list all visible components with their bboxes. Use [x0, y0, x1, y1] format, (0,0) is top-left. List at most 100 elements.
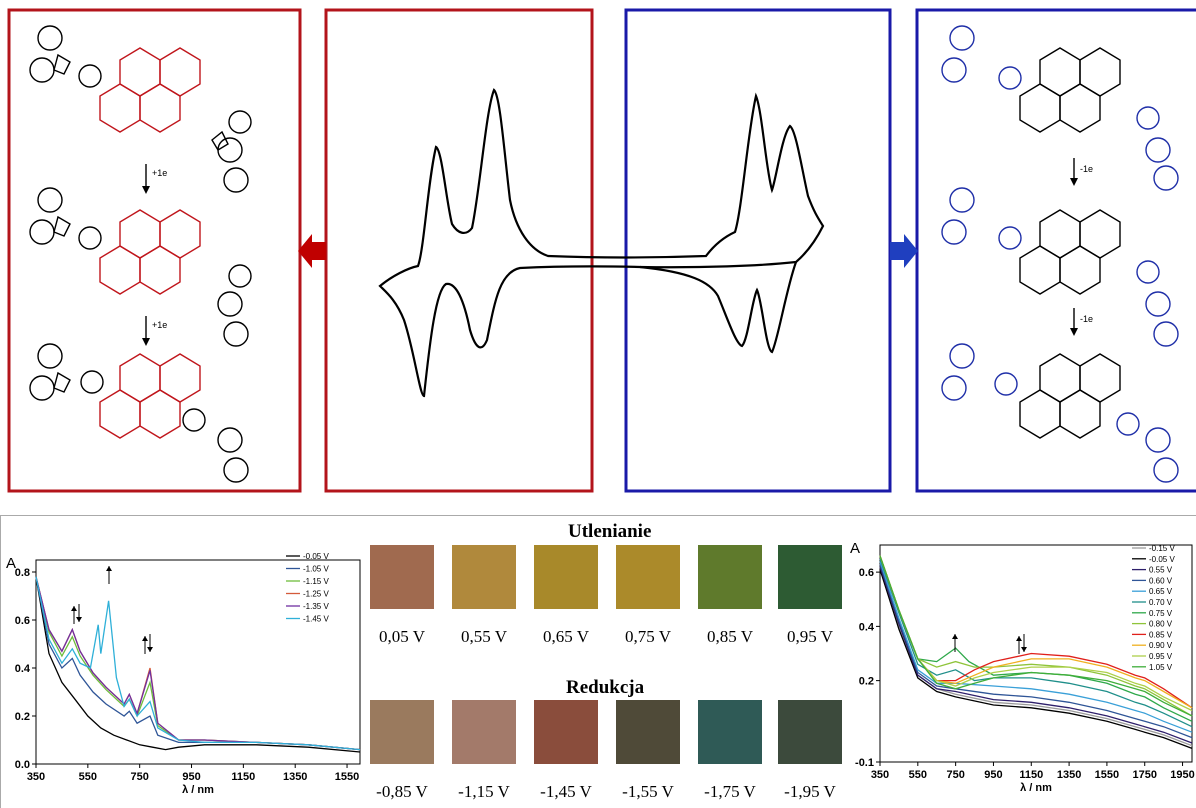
up-arrow-icon — [106, 566, 112, 571]
y-tick-label: 0.6 — [15, 615, 30, 627]
series-line — [879, 569, 1193, 750]
reduction-swatch-label: -1,15 V — [458, 782, 510, 801]
top-figure: +1e +1e — [7, 8, 1196, 493]
x-tick-label: 1350 — [283, 771, 307, 783]
legend-label: 0.90 V — [1149, 641, 1173, 650]
up-arrow-icon — [1016, 636, 1022, 641]
reduction-swatch — [534, 700, 598, 764]
right-arrow-icon — [890, 234, 918, 268]
cyclic-voltammogram — [378, 88, 825, 398]
series-line — [879, 563, 1193, 739]
bottom-panel — [0, 515, 1196, 808]
reduction-swatch — [452, 700, 516, 764]
reduction-swatch — [616, 700, 680, 764]
x-tick-label: 950 — [182, 771, 200, 783]
left-step2-label: +1e — [152, 320, 167, 330]
oxidation-swatch-label: 0,65 V — [543, 627, 589, 646]
x-tick-label: 1950 — [1170, 769, 1194, 781]
x-tick-label: 1150 — [231, 771, 255, 783]
legend-label: 0.60 V — [1149, 576, 1173, 585]
reduction-swatch-label: -0,85 V — [376, 782, 428, 801]
series-line — [879, 555, 1193, 717]
oxidation-swatch — [616, 545, 680, 609]
reduction-cv-frame — [324, 8, 594, 493]
series-line — [879, 561, 1193, 733]
x-tick-label: 550 — [909, 769, 927, 781]
series-line — [35, 576, 361, 751]
legend-label: -1.45 V — [303, 615, 329, 624]
oxidation-swatch — [698, 545, 762, 609]
x-tick-label: 1750 — [1132, 769, 1156, 781]
legend-label: -1.25 V — [303, 590, 329, 599]
y-tick-label: -0.1 — [855, 757, 874, 769]
oxidation-swatch — [778, 545, 842, 609]
y-tick-label: 0.2 — [859, 676, 874, 688]
reduction-swatch — [698, 700, 762, 764]
reduction-swatch-label: -1,55 V — [622, 782, 674, 801]
series-line — [879, 566, 1193, 744]
legend-label: 0.95 V — [1149, 652, 1173, 661]
legend-label: -0.05 V — [1149, 555, 1175, 564]
legend-label: 1.05 V — [1149, 663, 1173, 672]
right-step2-label: -1e — [1080, 314, 1093, 324]
oxidation-title: Utlenianie — [568, 521, 652, 542]
legend-label: 0.75 V — [1149, 609, 1173, 618]
up-arrow-icon — [71, 606, 77, 611]
oxidation-swatch-label: 0,05 V — [379, 627, 425, 646]
plot-area — [879, 544, 1193, 763]
oxidation-swatch — [534, 545, 598, 609]
left-step1-label: +1e — [152, 168, 167, 178]
oxidation-absorbance-chart: 350 550 750 950 1150 1350 1550 1750 1950 -0.1 0.2 0… — [850, 540, 1195, 794]
right-structures — [941, 25, 1179, 483]
y-tick-label: 0.8 — [15, 567, 30, 579]
legend-label: 0.70 V — [1149, 598, 1173, 607]
oxidation-swatch-label: 0,75 V — [625, 627, 671, 646]
oxidation-swatch — [370, 545, 434, 609]
legend-label: -1.35 V — [303, 602, 329, 611]
right-step1-label: -1e — [1080, 164, 1093, 174]
x-axis-label: λ / nm — [1020, 782, 1052, 794]
reduction-swatch-label: -1,75 V — [704, 782, 756, 801]
x-tick-label: 550 — [79, 771, 97, 783]
x-axis-label: λ / nm — [182, 784, 214, 796]
oxidation-swatch-label: 0,85 V — [707, 627, 753, 646]
legend-label: -1.15 V — [303, 577, 329, 586]
left-structures — [29, 25, 252, 483]
up-arrow-icon — [142, 636, 148, 641]
y-tick-label: 0.4 — [15, 663, 31, 675]
oxidation-cv-frame — [624, 8, 892, 493]
reduction-title: Redukcja — [566, 677, 645, 698]
y-tick-label: 0.0 — [15, 759, 30, 771]
y-axis-label: A — [6, 555, 16, 572]
series-line — [879, 555, 1193, 712]
reduction-swatch — [778, 700, 842, 764]
x-tick-label: 1150 — [1019, 769, 1043, 781]
x-tick-label: 350 — [27, 771, 45, 783]
oxidation-swatch-label: 0,95 V — [787, 627, 833, 646]
legend-label: 0.85 V — [1149, 630, 1173, 639]
reduction-swatch-label: -1,45 V — [540, 782, 592, 801]
x-tick-label: 950 — [984, 769, 1002, 781]
legend-label: 0.65 V — [1149, 587, 1173, 596]
y-tick-label: 0.2 — [15, 711, 30, 723]
oxidation-swatch — [452, 545, 516, 609]
reduction-structures-frame — [7, 8, 302, 493]
x-tick-label: 750 — [131, 771, 149, 783]
x-tick-label: 1350 — [1057, 769, 1081, 781]
oxidation-structures-frame — [915, 8, 1196, 493]
down-arrow-icon — [147, 647, 153, 652]
series-line — [879, 555, 1193, 717]
x-tick-label: 350 — [871, 769, 889, 781]
plot-area — [35, 559, 361, 765]
legend-label: -1.05 V — [303, 565, 329, 574]
down-arrow-icon — [1021, 647, 1027, 652]
reduction-swatch-label: -1,95 V — [784, 782, 836, 801]
x-tick-label: 1550 — [335, 771, 359, 783]
legend-label: -0.15 V — [1149, 544, 1175, 553]
x-tick-label: 1550 — [1095, 769, 1119, 781]
left-arrow-icon — [298, 234, 326, 268]
legend-label: 0.80 V — [1149, 620, 1173, 629]
oxidation-swatch-label: 0,55 V — [461, 627, 507, 646]
series-line — [879, 558, 1193, 728]
reduction-swatch — [370, 700, 434, 764]
